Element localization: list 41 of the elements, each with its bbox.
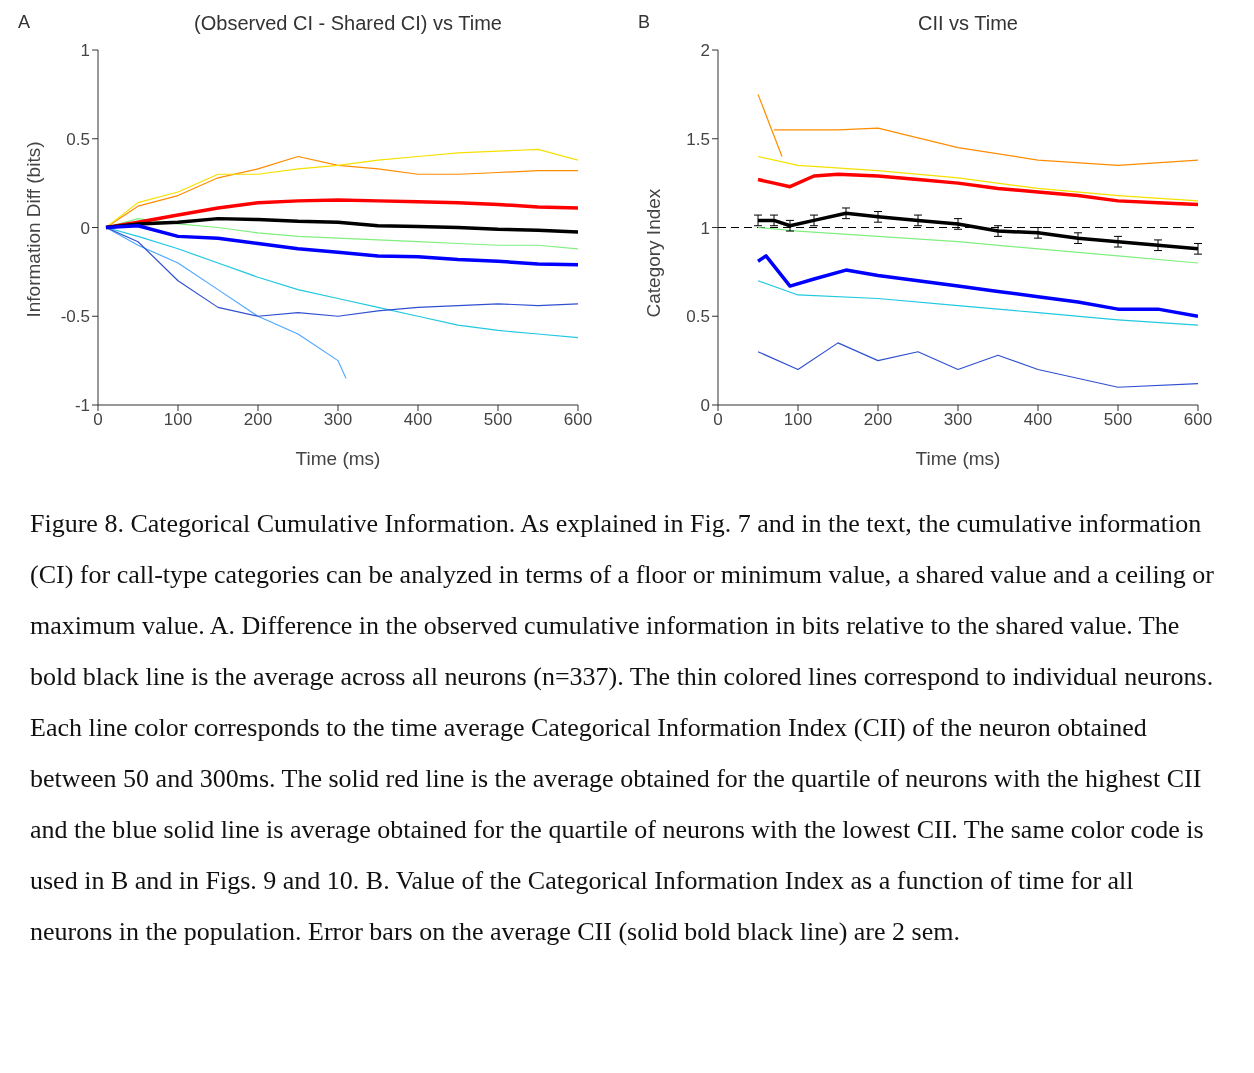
line-series xyxy=(757,155,1198,202)
x-tick-label: 300 xyxy=(323,410,353,430)
line-series xyxy=(756,172,1198,207)
y-tick-label: 0.5 xyxy=(686,307,710,327)
y-tick-label: 2 xyxy=(700,41,710,61)
x-tick-label: 0 xyxy=(713,410,723,430)
x-tick-label: 200 xyxy=(863,410,893,430)
text: A xyxy=(18,12,31,33)
x-tick-label: 600 xyxy=(563,410,593,430)
y-tick-label: 0.5 xyxy=(66,129,90,149)
y-tick-label: 0 xyxy=(80,218,90,238)
text: B xyxy=(638,12,651,33)
x-tick-label: 200 xyxy=(243,410,273,430)
chart-title: CII vs Time xyxy=(917,12,1019,35)
y-axis-title: Information Diff (bits) xyxy=(22,141,44,318)
line-series xyxy=(757,226,1198,264)
x-tick-label: 500 xyxy=(483,410,513,430)
y-tick-label: 1.5 xyxy=(686,129,710,149)
line-series xyxy=(757,342,1198,388)
x-tick-label: 300 xyxy=(943,410,973,430)
y-tick-label: 1 xyxy=(80,41,90,61)
y-tick-label: -1 xyxy=(74,396,90,416)
x-tick-label: 400 xyxy=(403,410,433,430)
line-series xyxy=(105,226,347,379)
line-series xyxy=(756,254,1198,318)
x-tick-label: 600 xyxy=(1183,410,1213,430)
y-tick-label: 1 xyxy=(700,218,710,238)
x-tick-label: 0 xyxy=(93,410,103,430)
x-tick-label: 100 xyxy=(783,410,813,430)
x-axis-title: Time (ms) xyxy=(915,448,1001,469)
x-axis-title: Time (ms) xyxy=(295,448,381,469)
line-series xyxy=(757,280,1198,326)
x-tick-label: 500 xyxy=(1103,410,1133,430)
y-tick-label: 0 xyxy=(700,396,710,416)
x-tick-label: 400 xyxy=(1023,410,1053,430)
y-axis-title: Category Index xyxy=(642,188,664,318)
text: Figure 8. Categorical Cumulative Information. As explained in Fig. 7 and in the text, the cumulative information (CI) for call-type categories can be analyzed in terms of a floor or minimum value, a shared value and a ceiling or maximum value. A. Difference in the observed cumulative information in bits relative to the shared value. The bold black line is the average across all neurons (n=337). The thin colored lines correspond to individual neurons. Each line color corresponds to the time average Categorical Information Index (CII) of the neuron obtained between 50 and 300ms. The solid red line is the average obtained for the quartile of neurons with the highest CII and the blue solid line is average obtained for the quartile of neurons with the lowest CII. The same color code is used in B and in Figs. 9 and 10. B. Value of the Categorical Information Index as a function of time for all neurons in the population. Error bars on the average CII (solid bold black line) are 2 sem. xyxy=(30,509,1214,946)
x-tick-label: 100 xyxy=(163,410,193,430)
line-series xyxy=(104,223,578,267)
y-tick-label: -0.5 xyxy=(60,307,90,327)
chart-title: (Observed CI - Shared CI) vs Time xyxy=(193,12,503,35)
